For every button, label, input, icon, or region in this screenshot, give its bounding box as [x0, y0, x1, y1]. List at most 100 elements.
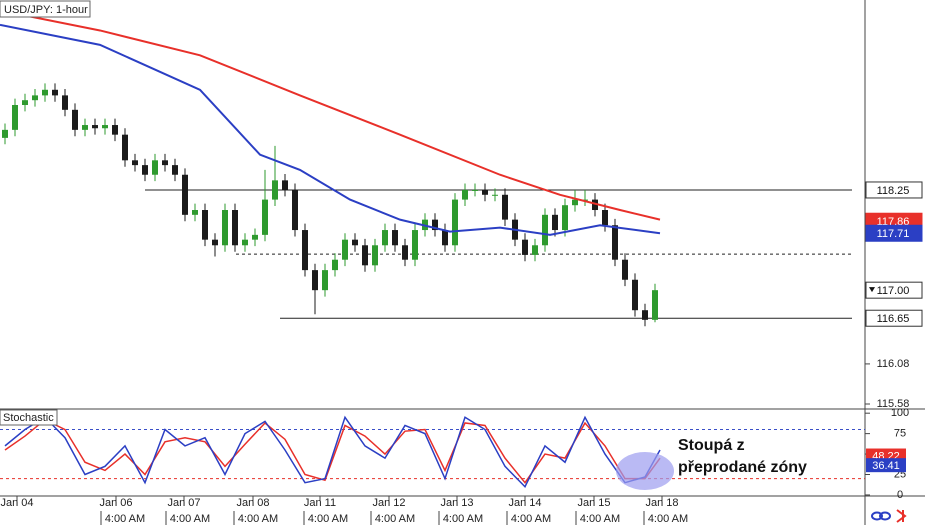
candle-body: [52, 89, 58, 96]
candle-body: [252, 234, 258, 240]
x-tick-label: Jan 13: [440, 497, 473, 509]
y-tick-label: 115.58: [877, 398, 910, 410]
candle-body: [652, 290, 658, 320]
y-tick-label: 116.65: [877, 313, 910, 325]
moving-average: [0, 23, 661, 236]
candle-body: [212, 239, 218, 246]
stoch-tick-label: 75: [894, 428, 906, 440]
y-tick-label: 116.08: [877, 358, 910, 370]
candle-body: [632, 279, 638, 311]
candle-body: [222, 210, 228, 246]
x-tick-label: Jan 18: [645, 497, 678, 509]
x-time-label: 4:00 AM: [443, 513, 483, 525]
candle-body: [602, 210, 608, 226]
candle-body: [232, 210, 238, 246]
candle-body: [402, 245, 408, 260]
jump-icon[interactable]: [896, 509, 907, 523]
ma-label-box: [865, 224, 923, 242]
stoch-tick-label: 100: [891, 407, 909, 419]
candle-body: [352, 239, 358, 246]
candle-body: [282, 180, 288, 190]
stoch-value: 36.41: [872, 460, 900, 472]
candle-body: [342, 239, 348, 260]
annotation: Stoupá z: [678, 437, 745, 454]
candle-body: [122, 134, 128, 161]
candle-body: [572, 199, 578, 206]
y-tick-label: 118.25: [877, 185, 910, 197]
candle-body: [42, 89, 48, 96]
candle-body: [452, 199, 458, 246]
stoch-line: [4, 418, 661, 484]
annotation: přeprodané zóny: [678, 459, 807, 476]
candle-body: [612, 225, 618, 260]
highlight-ellipse: [616, 452, 674, 490]
candle-body: [202, 210, 208, 240]
x-tick-label: Jan 11: [304, 497, 336, 509]
candle-body: [192, 210, 198, 215]
link-icon[interactable]: [871, 511, 891, 521]
candle-body: [62, 95, 68, 110]
candle-body: [432, 219, 438, 231]
candle-body: [562, 205, 568, 231]
candle-body: [592, 199, 598, 211]
current-marker: [869, 287, 875, 293]
candle-body: [482, 189, 488, 195]
y-tick-label-box: [865, 309, 923, 327]
x-time-label: 4:00 AM: [580, 513, 620, 525]
candle-body: [262, 199, 268, 235]
candle-body: [472, 189, 478, 191]
x-tick-label: Jan 07: [167, 497, 200, 509]
x-time-label: 4:00 AM: [238, 513, 278, 525]
candle-body: [462, 189, 468, 200]
candle-body: [622, 259, 628, 280]
candle-body: [182, 174, 188, 215]
candle-body: [642, 310, 648, 320]
candle-body: [32, 95, 38, 101]
candle-body: [532, 245, 538, 255]
chart-title: USD/JPY: 1-hour: [4, 4, 88, 16]
candle-body: [172, 165, 178, 175]
candle-body: [492, 194, 498, 196]
title-box: [0, 0, 91, 18]
x-tick-label: Jan 15: [577, 497, 610, 509]
x-tick-label: Jan 14: [508, 497, 541, 509]
candle-body: [292, 189, 298, 231]
x-tick-label: Jan 06: [99, 497, 132, 509]
candle-body: [542, 214, 548, 246]
x-time-label: 4:00 AM: [105, 513, 145, 525]
candle-body: [552, 214, 558, 231]
moving-average: [0, 9, 661, 221]
y-tick-label: 117.00: [877, 285, 910, 297]
candle-body: [332, 259, 338, 271]
x-time-label: 4:00 AM: [170, 513, 210, 525]
candle-body: [82, 125, 88, 130]
stoch-tick-label: 0: [897, 489, 903, 501]
candle-body: [502, 194, 508, 220]
candle-body: [412, 230, 418, 260]
candle-body: [2, 129, 8, 138]
x-time-label: 4:00 AM: [375, 513, 415, 525]
x-tick-label: Jan 04: [0, 497, 33, 509]
ma-label: 117.71: [877, 228, 910, 240]
stoch-title-box: [0, 409, 58, 426]
y-tick-label-box: [865, 181, 923, 199]
candle-body: [112, 125, 118, 135]
candle-body: [12, 105, 18, 130]
x-tick-label: Jan 08: [236, 497, 269, 509]
candle-body: [372, 245, 378, 266]
stoch-title: Stochastic: [3, 412, 54, 424]
stoch-line: [4, 415, 661, 489]
candle-body: [382, 230, 388, 246]
candle-body: [102, 125, 108, 129]
x-time-label: 4:00 AM: [511, 513, 551, 525]
candle-body: [132, 160, 138, 166]
candle-body: [72, 109, 78, 130]
candle-body: [582, 199, 588, 201]
x-tick-label: Jan 12: [372, 497, 405, 509]
candle-body: [92, 125, 98, 129]
candle-body: [302, 230, 308, 271]
candle-body: [522, 239, 528, 255]
candle-body: [152, 160, 158, 175]
